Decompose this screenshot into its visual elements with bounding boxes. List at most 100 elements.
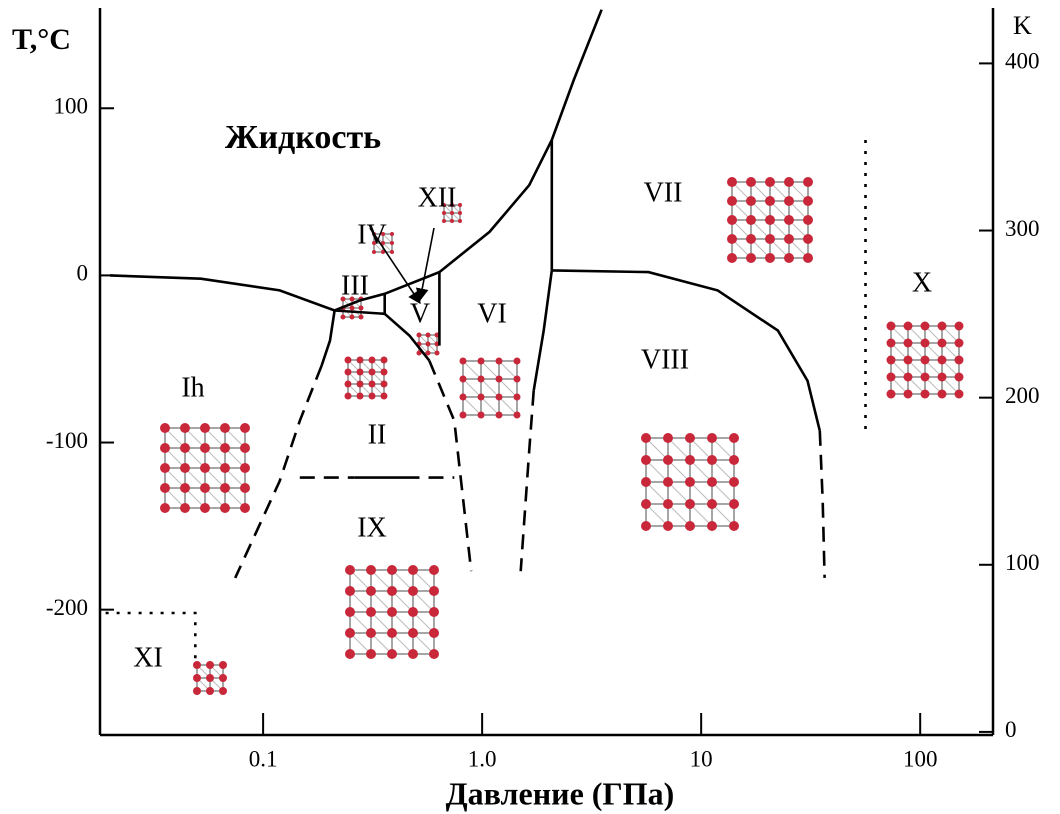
atom: [160, 483, 170, 493]
phase-label: IV: [357, 219, 387, 250]
atom: [390, 250, 394, 254]
bond: [667, 481, 691, 505]
atom: [358, 314, 364, 320]
phase-label: IX: [357, 512, 387, 543]
phase-label: VII: [644, 177, 683, 208]
atom: [387, 565, 397, 575]
atom: [180, 463, 190, 473]
atom: [477, 357, 485, 365]
atom: [458, 211, 462, 215]
bond: [382, 242, 393, 253]
phase-label: XI: [133, 642, 163, 673]
atom: [220, 443, 230, 453]
atom: [356, 380, 364, 388]
atom: [356, 392, 364, 400]
atom: [886, 372, 896, 382]
phase-label: X: [912, 267, 932, 298]
atom: [380, 380, 388, 388]
phase-boundary: [234, 365, 323, 579]
atom: [450, 211, 454, 215]
atom: [380, 356, 388, 364]
phase-boundary: [428, 360, 473, 572]
atom: [459, 375, 467, 383]
atom: [442, 219, 446, 223]
atom: [920, 338, 930, 348]
atom: [663, 477, 673, 487]
phase-boundary: [320, 310, 336, 367]
atom: [219, 687, 227, 695]
atom: [180, 503, 190, 513]
x-axis-label: Давление (ГПа): [446, 775, 675, 811]
atom: [429, 586, 439, 596]
atom: [495, 357, 503, 365]
y2-tick-label: 100: [1005, 550, 1040, 575]
atom: [349, 296, 355, 302]
atom: [380, 368, 388, 376]
atom: [513, 357, 521, 365]
phase-boundary: [818, 430, 826, 578]
atom: [220, 463, 230, 473]
atom: [387, 586, 397, 596]
x-tick-label: 1.0: [468, 746, 497, 771]
atom: [240, 503, 250, 513]
atom: [803, 253, 813, 263]
atom: [345, 628, 355, 638]
arrow: [415, 227, 435, 302]
y-tick-label: 0: [77, 261, 89, 286]
x-tick-label: 0.1: [249, 746, 278, 771]
atom: [368, 356, 376, 364]
atom: [344, 356, 352, 364]
phase-boundary: [519, 390, 535, 572]
atom: [366, 649, 376, 659]
atom: [459, 357, 467, 365]
atom: [387, 628, 397, 638]
bond: [373, 242, 384, 253]
atom: [408, 586, 418, 596]
atom: [340, 296, 346, 302]
atom: [220, 483, 230, 493]
atom: [477, 393, 485, 401]
atom: [193, 661, 201, 669]
y2-tick-label: 0: [1005, 717, 1017, 742]
phase-boundary: [383, 312, 431, 362]
atom: [416, 332, 422, 338]
atom: [707, 499, 717, 509]
atom: [663, 521, 673, 531]
bond: [667, 459, 691, 483]
atom: [206, 687, 214, 695]
atom: [495, 411, 503, 419]
y2-tick-label: 300: [1005, 216, 1040, 241]
bond: [645, 503, 669, 527]
atom: [641, 477, 651, 487]
atom: [180, 423, 190, 433]
atom: [193, 687, 201, 695]
atom: [160, 503, 170, 513]
atom: [920, 389, 930, 399]
atom: [663, 433, 673, 443]
atom: [220, 503, 230, 513]
atom: [416, 350, 422, 356]
atom: [368, 392, 376, 400]
atom: [387, 607, 397, 617]
phase-boundary: [532, 270, 554, 391]
atom: [685, 477, 695, 487]
bond: [667, 437, 691, 461]
phase-boundary: [334, 309, 385, 316]
atom: [954, 389, 964, 399]
atom: [746, 196, 756, 206]
arrow: [369, 227, 421, 305]
atom: [200, 463, 210, 473]
phase-label: III: [341, 270, 369, 301]
atom: [408, 565, 418, 575]
phase-label: Жидкость: [225, 119, 381, 156]
phase-label: Ih: [181, 372, 204, 403]
atom: [685, 455, 695, 465]
atom: [746, 177, 756, 187]
atom: [729, 433, 739, 443]
atom: [356, 356, 364, 364]
atom: [765, 196, 775, 206]
atom: [803, 196, 813, 206]
atom: [765, 234, 775, 244]
atom: [937, 389, 947, 399]
